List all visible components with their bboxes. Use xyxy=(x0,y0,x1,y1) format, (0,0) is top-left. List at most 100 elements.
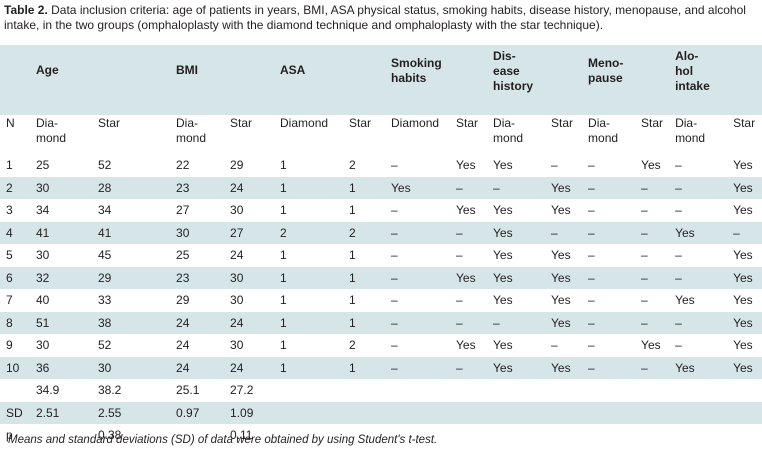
header-disease: Dis-ease history xyxy=(487,45,583,115)
table-cell: – xyxy=(551,338,558,352)
table-cell: – xyxy=(588,338,595,352)
table-cell: – xyxy=(588,158,595,172)
table-cell: Yes xyxy=(385,176,451,199)
table-cell: 2 xyxy=(349,158,356,172)
table-row: 5 30 45 25 24 1 1 – – Yes Yes – – – Yes xyxy=(0,244,762,267)
table-cell: Yes xyxy=(727,356,762,379)
table-cell: 51 xyxy=(30,311,92,334)
subheader-n: N xyxy=(0,115,30,154)
table-cell: 41 xyxy=(30,221,92,244)
table-cell: – xyxy=(487,311,546,334)
table-cell: 30 xyxy=(170,221,225,244)
table-row: 6 32 29 23 30 1 1– Yes Yes Yes – – – Yes xyxy=(0,266,762,289)
table-cell: 30 xyxy=(36,248,50,262)
table-cell: Yes xyxy=(487,221,546,244)
table-cell: – xyxy=(675,338,682,352)
table-cell: 25.1 xyxy=(176,383,200,397)
table-cell: 1 xyxy=(349,293,356,307)
table-cell: 24 xyxy=(170,356,225,379)
table-cell: 41 xyxy=(92,221,171,244)
table-cell: – xyxy=(582,266,636,289)
table-cell: 30 xyxy=(30,176,92,199)
table-cell: 30 xyxy=(36,338,50,352)
table-cell: Yes xyxy=(456,203,476,217)
table-footnote: Means and standard deviations (SD) of da… xyxy=(8,434,438,446)
table-cell: 30 xyxy=(230,203,244,217)
table-cell: Yes xyxy=(733,248,753,262)
table-cell: – xyxy=(635,221,670,244)
table-cell: 25 xyxy=(176,248,190,262)
table-cell: Yes xyxy=(493,158,513,172)
table-cell: 2 xyxy=(0,176,30,199)
table-cell: – xyxy=(582,221,636,244)
subheader-star: Star xyxy=(343,115,386,154)
table-cell: 40 xyxy=(36,293,50,307)
table-row: 7 40 33 29 30 1 1 – – Yes Yes – – Yes Yes xyxy=(0,289,762,312)
table-cell: 9 xyxy=(6,338,13,352)
table-cell: 38 xyxy=(92,311,171,334)
subheader-star: Star xyxy=(92,115,171,154)
table-cell: 1 xyxy=(274,266,344,289)
p-row: p 0.38 0.11 xyxy=(0,424,762,447)
table-cell: – xyxy=(385,311,451,334)
table-cell: 1 xyxy=(349,248,356,262)
table-cell: 1 xyxy=(343,176,386,199)
subheader-diamond: Dia-mond xyxy=(669,115,728,154)
table-cell: SD xyxy=(0,401,30,424)
table-cell: Yes xyxy=(545,311,583,334)
table-cell: Yes xyxy=(450,266,488,289)
table-cell: 1 xyxy=(280,203,287,217)
table-cell: 32 xyxy=(30,266,92,289)
table-cell: 23 xyxy=(170,266,225,289)
table-cell: Yes xyxy=(545,266,583,289)
table-cell: 34 xyxy=(98,203,112,217)
table-cell: – xyxy=(487,176,546,199)
table-row: 3 34 34 27 30 1 1 – Yes Yes Yes – – – Yes xyxy=(0,199,762,222)
table-cell: 34.9 xyxy=(36,383,60,397)
subheader-diamond: Diamond xyxy=(385,115,451,154)
header-menopause: Meno-pause xyxy=(582,45,670,115)
table-cell: – xyxy=(545,221,583,244)
table-row: 1 25 52 22 29 1 2– Yes Yes – – Yes – Yes xyxy=(0,154,762,177)
table-cell: – xyxy=(385,266,451,289)
table-cell: – xyxy=(675,158,682,172)
table-cell: 25 xyxy=(36,158,50,172)
table-cell: Yes xyxy=(727,176,762,199)
table-cell: – xyxy=(391,248,398,262)
table-cell: 23 xyxy=(170,176,225,199)
subheader-diamond: Dia-mond xyxy=(170,115,225,154)
sd-row: SD 2.51 2.55 0.97 1.09 xyxy=(0,401,762,424)
table-cell: 22 xyxy=(176,158,190,172)
table-cell: 10 xyxy=(0,356,30,379)
table-cell: – xyxy=(582,356,636,379)
table-cell: 0.38 xyxy=(98,428,122,442)
table-cell: Yes xyxy=(456,158,476,172)
table-cell: 24 xyxy=(176,338,190,352)
table-cell: – xyxy=(635,356,670,379)
table-cell: 29 xyxy=(230,158,244,172)
subheader-row: N Dia-mond Star Dia-mond Star Diamond St… xyxy=(0,115,762,154)
table-cell: 24 xyxy=(230,248,244,262)
table-cell: – xyxy=(391,338,398,352)
table-cell: 3 xyxy=(6,203,13,217)
table-cell: – xyxy=(635,311,670,334)
table-cell: – xyxy=(635,176,670,199)
table-cell: 4 xyxy=(0,221,30,244)
table-cell: 52 xyxy=(98,158,112,172)
table-cell: 45 xyxy=(98,248,112,262)
table-cell: 24 xyxy=(224,311,275,334)
table-cell: Yes xyxy=(545,356,583,379)
table-cell: – xyxy=(641,248,648,262)
table-cell: 2 xyxy=(343,221,386,244)
table-cell: – xyxy=(456,293,463,307)
table-cell: – xyxy=(450,176,488,199)
table-cell: p xyxy=(6,428,13,442)
table-cell: – xyxy=(385,221,451,244)
table-cell: 30 xyxy=(224,266,275,289)
table-cell: 1 xyxy=(280,158,287,172)
subheader-diamond: Dia-mond xyxy=(30,115,92,154)
subheader-diamond: Diamond xyxy=(274,115,344,154)
table-cell: Yes xyxy=(733,203,753,217)
table-cell: 30 xyxy=(230,338,244,352)
